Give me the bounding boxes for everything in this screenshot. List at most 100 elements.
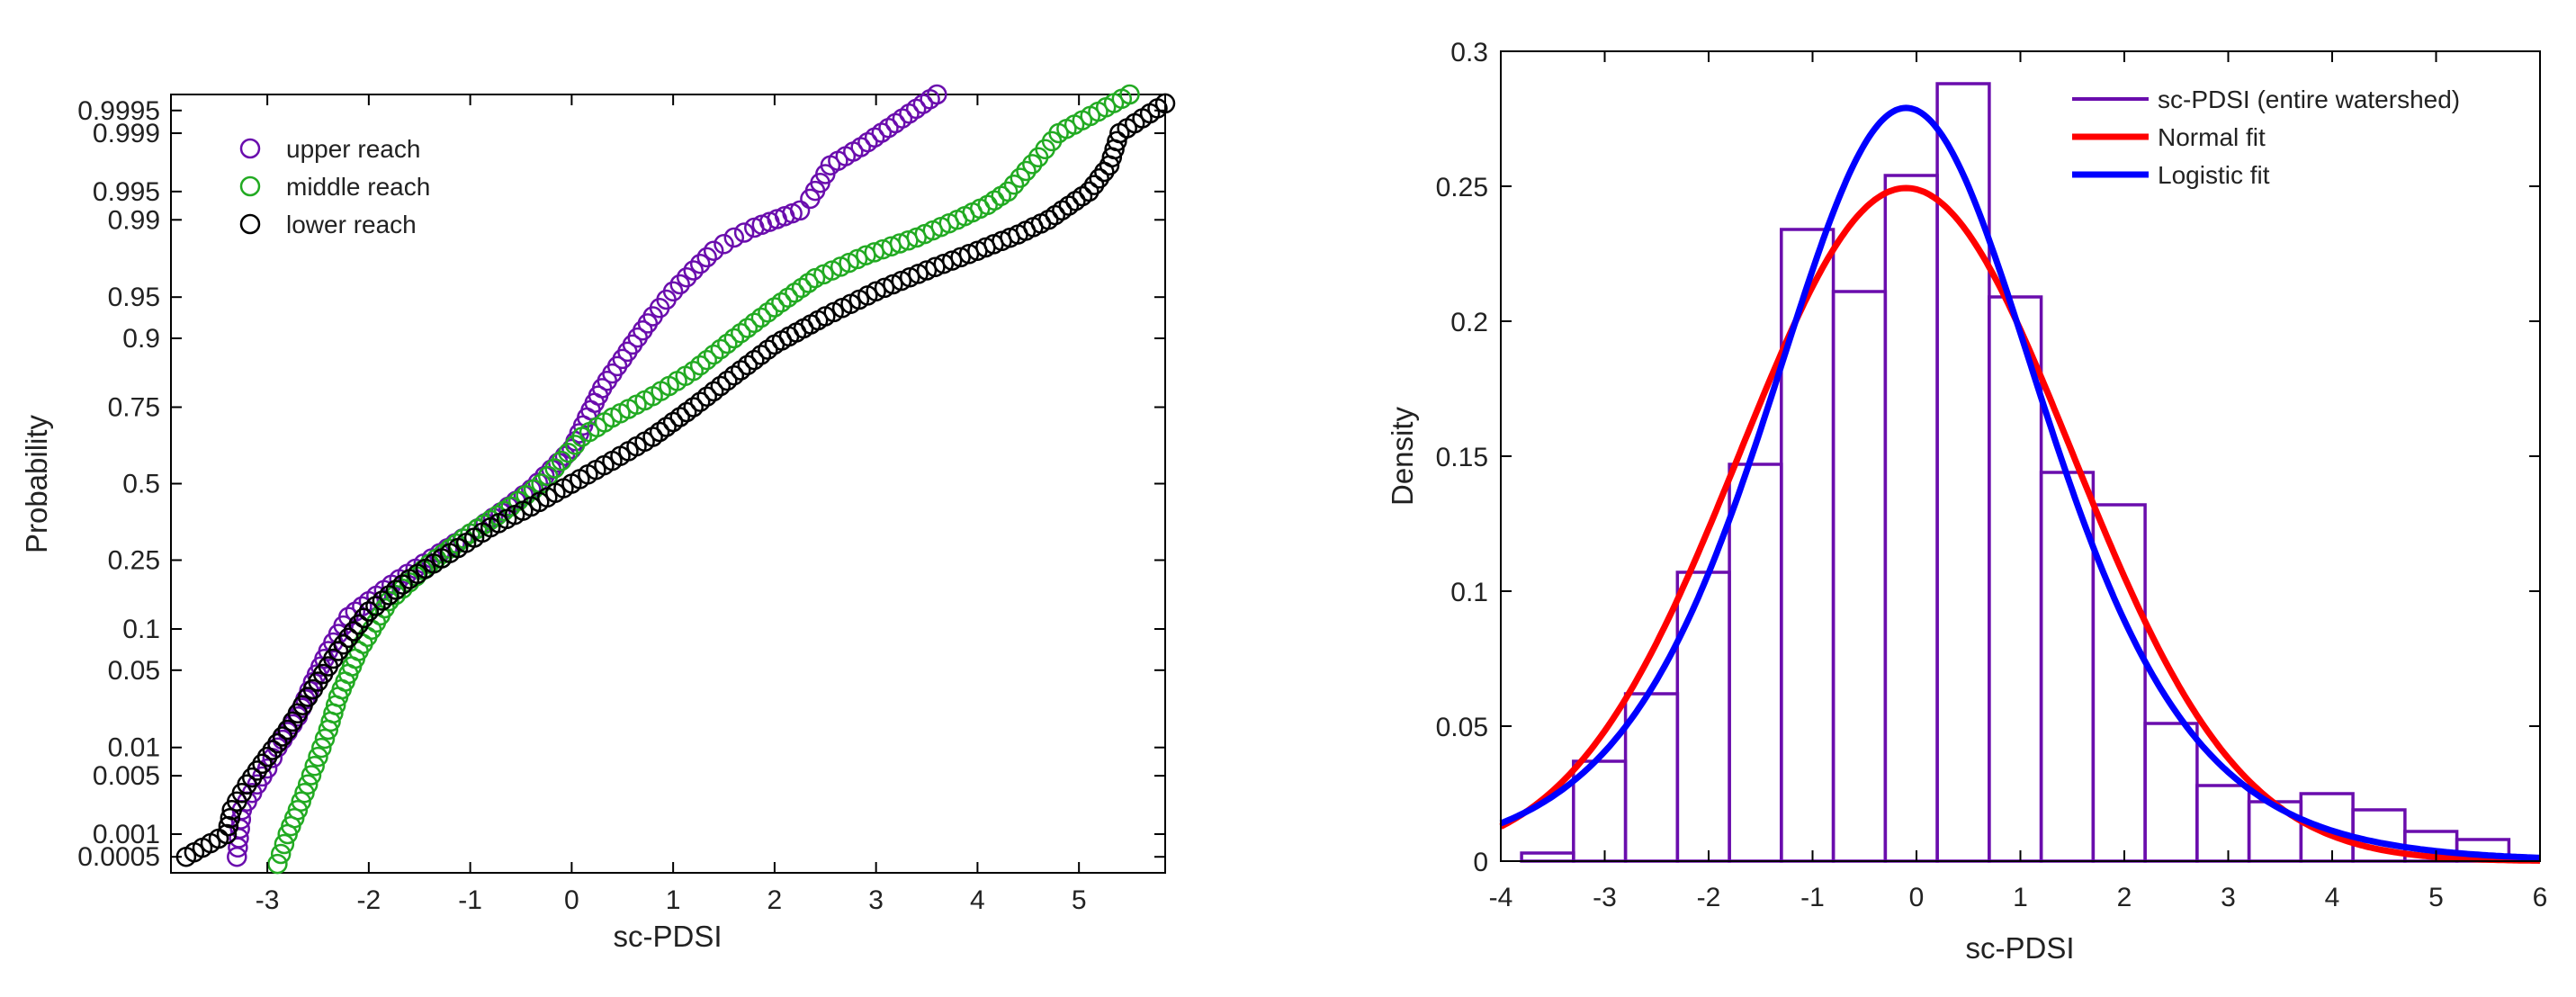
x-tick-label: 5	[1072, 885, 1087, 915]
probability-point	[750, 345, 772, 365]
histogram-x-ticks: -4 -3 -2 -1 0 1 2 3 4 5 6	[1489, 51, 2547, 912]
x-tick-label: 0	[564, 885, 579, 915]
probability-point	[270, 843, 292, 865]
x-tick-label: -3	[1593, 883, 1617, 912]
probability-point	[311, 737, 332, 759]
y-tick-label: 0.3	[1450, 38, 1488, 67]
probability-point	[758, 302, 778, 323]
y-tick-label: 0.25	[1436, 173, 1488, 202]
probability-point	[723, 227, 745, 248]
x-tick-label: 2	[2117, 883, 2132, 912]
probability-point	[950, 247, 971, 268]
probability-point	[294, 782, 315, 804]
probability-point	[365, 596, 386, 616]
probability-point	[997, 181, 1019, 202]
probability-point	[723, 328, 745, 349]
probability-point	[247, 760, 268, 781]
y-tick-label: 0.9995	[77, 96, 160, 126]
legend-entry: lower reach	[286, 211, 417, 238]
probability-plot-legend: upper reach middle reach lower reach	[239, 135, 430, 238]
probability-plot-points	[175, 84, 1176, 875]
legend-entry: upper reach	[286, 135, 420, 163]
probability-plot-y-label: Probability	[20, 414, 53, 553]
y-tick-label: 0.1	[122, 615, 160, 644]
y-tick-label: 0.005	[93, 761, 160, 791]
probability-point	[717, 333, 738, 355]
x-tick-label: 4	[2325, 883, 2340, 912]
x-tick-label: 1	[2013, 883, 2028, 912]
probability-point	[287, 799, 309, 821]
probability-point	[256, 758, 278, 779]
probability-point	[744, 312, 765, 334]
probability-point	[554, 445, 576, 466]
probability-point	[297, 774, 319, 795]
legend-entry: Normal fit	[2158, 123, 2266, 151]
probability-point	[291, 791, 311, 812]
y-tick-label: 0.05	[1436, 713, 1488, 742]
y-tick-label: 0.99	[108, 205, 160, 235]
y-tick-label: 0.9	[122, 324, 160, 354]
probability-point	[1119, 84, 1140, 105]
probability-plot-x-ticks: -3 -2 -1 0 1 2 3 4 5	[256, 94, 1087, 915]
probability-point	[372, 590, 393, 611]
probability-point	[353, 607, 374, 629]
probability-point	[683, 360, 704, 382]
probability-point	[304, 756, 325, 777]
probability-point	[696, 386, 717, 407]
probability-point	[683, 260, 704, 281]
y-tick-label: 0.0005	[77, 842, 160, 872]
histogram-frame	[1500, 50, 2541, 862]
legend-entry: middle reach	[286, 173, 430, 201]
probability-point	[338, 606, 359, 627]
probability-plot-x-label: sc-PDSI	[613, 920, 722, 953]
histogram-bar	[2143, 722, 2199, 863]
y-tick-label: 0.25	[108, 546, 160, 576]
probability-point	[916, 260, 938, 281]
probability-point	[933, 253, 955, 274]
y-tick-label: 0.995	[93, 177, 160, 207]
x-tick-label: -4	[1489, 883, 1513, 912]
histogram-x-label: sc-PDSI	[1965, 931, 2074, 965]
probability-point	[267, 853, 288, 875]
probability-point	[218, 815, 239, 837]
x-tick-label: 4	[970, 885, 985, 915]
y-tick-label: 0.1	[1450, 578, 1488, 607]
probability-point	[733, 222, 755, 243]
probability-point	[703, 240, 724, 261]
probability-point	[689, 391, 711, 412]
logistic-fit-curve	[1499, 104, 2541, 861]
probability-point	[899, 266, 920, 288]
probability-point	[676, 401, 697, 423]
probability-point	[731, 322, 751, 344]
probability-point	[649, 421, 670, 443]
probability-point	[358, 601, 380, 622]
probability-point	[669, 407, 690, 427]
probability-point	[343, 621, 364, 642]
x-tick-label: 0	[1909, 883, 1925, 912]
probability-point	[272, 726, 293, 747]
probability-point	[301, 765, 322, 786]
y-tick-label: 0.15	[1436, 443, 1488, 472]
probability-point	[731, 360, 751, 381]
y-tick-label: 0.01	[108, 733, 160, 763]
x-tick-label: 2	[767, 885, 783, 915]
legend-marker	[239, 175, 261, 197]
probability-point	[274, 833, 295, 855]
histogram-bar	[1831, 290, 1888, 863]
probability-point	[392, 574, 413, 595]
probability-point	[723, 364, 745, 386]
probability-point	[925, 256, 946, 278]
histogram-y-label: Density	[1386, 406, 1419, 506]
probability-point	[696, 247, 717, 268]
histogram-bars	[1520, 82, 2511, 863]
histogram-bar	[1883, 174, 1939, 863]
probability-point	[789, 200, 811, 221]
fit-curves	[1499, 104, 2541, 864]
probability-point	[750, 307, 772, 328]
histogram-y-ticks: 0 0.05 0.1 0.15 0.2 0.25 0.3	[1436, 38, 2540, 877]
probability-point	[656, 417, 677, 437]
probability-point	[1010, 167, 1031, 188]
